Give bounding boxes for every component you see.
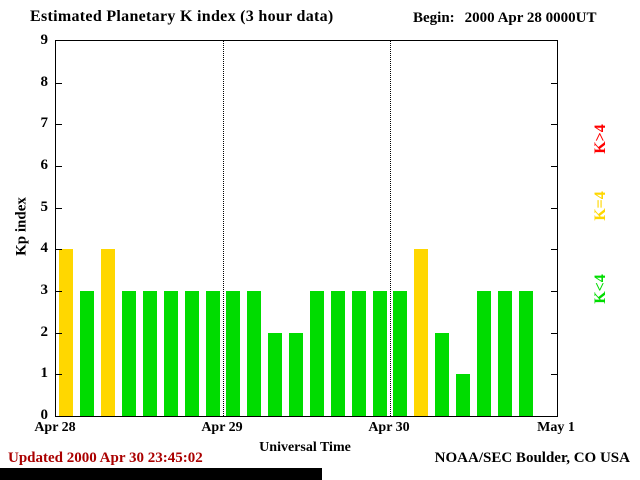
- y-tick-mark: [56, 291, 62, 292]
- kp-bar: [101, 249, 116, 416]
- kp-bar: [497, 291, 512, 416]
- y-tick-label: 8: [40, 73, 49, 90]
- kp-bar: [393, 291, 408, 416]
- kp-bar: [518, 291, 533, 416]
- kp-bar: [205, 291, 220, 416]
- source-attribution: NOAA/SEC Boulder, CO USA: [434, 450, 630, 466]
- y-tick-mark: [56, 82, 62, 84]
- legend-label: K=4: [592, 191, 609, 221]
- kp-bar: [414, 249, 429, 416]
- day-boundary-gridline: [390, 41, 391, 416]
- kp-bar: [351, 291, 366, 416]
- begin-label: Begin:: [413, 10, 455, 26]
- kp-bar: [435, 332, 450, 416]
- y-tick-mark: [551, 124, 557, 126]
- x-tick-label: Apr 29: [201, 420, 243, 435]
- page-title: Estimated Planetary K index (3 hour data…: [30, 8, 334, 25]
- kp-bar: [142, 291, 157, 416]
- kp-bar: [476, 291, 491, 416]
- y-tick-label: 6: [40, 157, 49, 173]
- kp-bar: [372, 291, 387, 416]
- y-tick-mark: [56, 124, 62, 126]
- begin-value: 2000 Apr 28 0000UT: [464, 10, 597, 26]
- updated-timestamp: Updated 2000 Apr 30 23:45:02: [8, 450, 203, 466]
- y-tick-mark: [551, 166, 557, 167]
- legend-label: K>4: [592, 124, 609, 154]
- kp-bar: [268, 332, 283, 416]
- kp-bar: [247, 291, 262, 416]
- x-tick-label: Apr 30: [368, 420, 410, 435]
- y-tick-label: 1: [40, 365, 49, 382]
- y-tick-mark: [551, 82, 557, 84]
- kp-bar: [226, 291, 241, 416]
- y-tick-mark: [551, 332, 557, 334]
- y-tick-label: 5: [40, 198, 49, 215]
- begin-timestamp: Begin: 2000 Apr 28 0000UT: [413, 10, 597, 27]
- x-axis-title: Universal Time: [259, 440, 351, 455]
- kp-bar: [59, 249, 74, 416]
- kp-bar: [456, 374, 471, 416]
- y-tick-label: 9: [40, 32, 49, 48]
- y-tick-mark: [56, 166, 62, 167]
- y-tick-mark: [551, 291, 557, 292]
- y-tick-label: 0: [40, 407, 49, 423]
- y-tick-label: 4: [40, 240, 49, 257]
- y-tick-label: 2: [40, 323, 49, 340]
- kp-bar: [122, 291, 137, 416]
- kp-bar: [184, 291, 199, 416]
- day-boundary-gridline: [223, 41, 224, 416]
- y-tick-label: 7: [40, 115, 49, 132]
- y-tick-label: 3: [40, 282, 49, 298]
- legend-label: K<4: [592, 274, 609, 304]
- y-tick-mark: [56, 249, 62, 251]
- y-tick-mark: [551, 207, 557, 209]
- y-tick-mark: [56, 332, 62, 334]
- y-tick-mark: [551, 249, 557, 251]
- kp-bar: [80, 291, 95, 416]
- kp-bar: [163, 291, 178, 416]
- plot-area: [55, 40, 558, 417]
- y-tick-mark: [551, 374, 557, 376]
- y-tick-mark: [56, 374, 62, 376]
- kp-bar: [309, 291, 324, 416]
- kp-bar: [289, 332, 304, 416]
- x-tick-label: Apr 28: [34, 420, 76, 435]
- y-axis-title: Kp index: [13, 197, 30, 256]
- y-tick-mark: [56, 207, 62, 209]
- kp-bar: [330, 291, 345, 416]
- x-tick-label: May 1: [537, 420, 575, 435]
- bottom-black-bar: [0, 468, 322, 480]
